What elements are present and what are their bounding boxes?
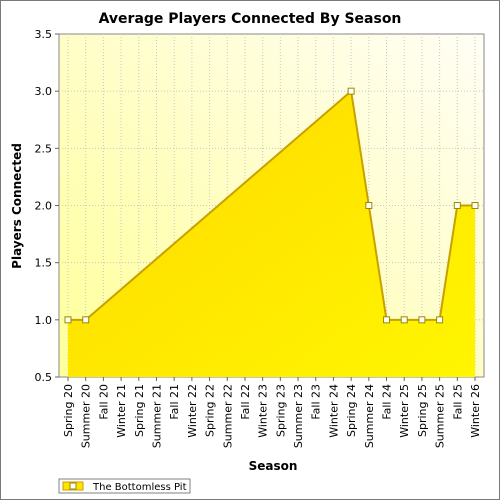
y-tick-label: 1.5 [35, 257, 53, 270]
x-tick-label: Winter 24 [327, 384, 340, 438]
data-point [365, 202, 373, 209]
x-tick-label: Summer 20 [80, 384, 93, 448]
x-tick-label: Summer 21 [150, 384, 163, 448]
x-tick-label: Summer 25 [434, 384, 447, 448]
series-area [68, 89, 475, 378]
x-tick-label: Spring 23 [274, 384, 287, 437]
x-axis: Spring 20 Summer 20 Fall 20 Winter 21 Spring… [62, 377, 482, 448]
legend-box [58, 478, 191, 494]
y-axis: 0.5 1.0 1.5 2.0 2.5 3.0 3.5 [35, 28, 59, 384]
x-axis-label: Season [249, 459, 298, 473]
y-tick-label: 3.5 [35, 28, 53, 41]
x-tick-label: Winter 26 [469, 384, 482, 438]
data-point [436, 316, 444, 324]
x-tick-label: Fall 21 [168, 384, 181, 420]
x-tick-label: Winter 21 [115, 384, 128, 438]
data-point [418, 316, 426, 324]
data-point [400, 316, 408, 324]
y-tick-label: 1.0 [35, 314, 53, 327]
y-axis-label: Players Connected [10, 143, 24, 269]
x-tick-label: Summer 23 [292, 384, 305, 448]
x-tick-label: Spring 20 [62, 384, 75, 437]
series-line [68, 89, 475, 321]
y-tick-label: 0.5 [35, 371, 53, 384]
x-tick-label: Fall 25 [451, 384, 464, 420]
x-tick-label: Winter 25 [398, 384, 411, 438]
x-tick-label: Fall 23 [310, 384, 323, 420]
x-tick-label: Spring 21 [133, 384, 146, 437]
data-point [453, 202, 461, 209]
data-point [471, 202, 479, 209]
x-tick-label: Summer 24 [363, 384, 376, 448]
x-tick-label: Fall 24 [381, 384, 394, 420]
x-tick-label: Spring 25 [416, 384, 429, 437]
x-tick-label: Winter 22 [186, 384, 199, 438]
legend-label: The Bottomless Pit [92, 482, 187, 493]
chart-title: Average Players Connected By Season [99, 11, 402, 27]
y-tick-label: 2.0 [35, 200, 53, 213]
data-point [64, 316, 72, 324]
area-fill [68, 91, 475, 378]
data-point [383, 316, 391, 324]
series-markers [64, 87, 479, 324]
data-point [82, 316, 90, 324]
x-tick-label: Spring 24 [345, 384, 358, 437]
x-tick-label: Spring 22 [204, 384, 217, 437]
y-tick-label: 2.5 [35, 142, 53, 155]
legend: The Bottomless Pit [58, 478, 191, 494]
x-tick-label: Fall 22 [239, 384, 252, 420]
x-tick-label: Fall 20 [97, 384, 110, 420]
legend-marker [69, 482, 77, 490]
x-tick-label: Summer 22 [221, 384, 234, 448]
data-point [347, 87, 355, 95]
y-tick-label: 3.0 [35, 85, 53, 98]
x-tick-label: Winter 23 [257, 384, 270, 438]
